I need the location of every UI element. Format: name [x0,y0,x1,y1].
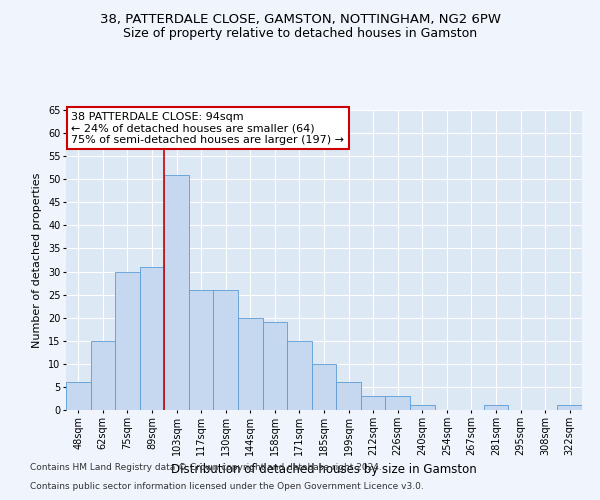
Bar [287,341,312,410]
Bar [361,396,385,410]
Bar [91,341,115,410]
Bar [189,290,214,410]
Text: Contains public sector information licensed under the Open Government Licence v3: Contains public sector information licen… [30,482,424,491]
Bar [312,364,336,410]
Text: 38, PATTERDALE CLOSE, GAMSTON, NOTTINGHAM, NG2 6PW: 38, PATTERDALE CLOSE, GAMSTON, NOTTINGHA… [100,12,500,26]
Y-axis label: Number of detached properties: Number of detached properties [32,172,43,348]
Bar [385,396,410,410]
Bar [66,382,91,410]
Text: Contains HM Land Registry data © Crown copyright and database right 2024.: Contains HM Land Registry data © Crown c… [30,464,382,472]
Bar [263,322,287,410]
Bar [336,382,361,410]
Bar [164,174,189,410]
Bar [214,290,238,410]
Bar [115,272,140,410]
Text: 38 PATTERDALE CLOSE: 94sqm
← 24% of detached houses are smaller (64)
75% of semi: 38 PATTERDALE CLOSE: 94sqm ← 24% of deta… [71,112,344,144]
X-axis label: Distribution of detached houses by size in Gamston: Distribution of detached houses by size … [171,464,477,476]
Bar [140,267,164,410]
Bar [410,406,434,410]
Bar [484,406,508,410]
Text: Size of property relative to detached houses in Gamston: Size of property relative to detached ho… [123,28,477,40]
Bar [238,318,263,410]
Bar [557,406,582,410]
